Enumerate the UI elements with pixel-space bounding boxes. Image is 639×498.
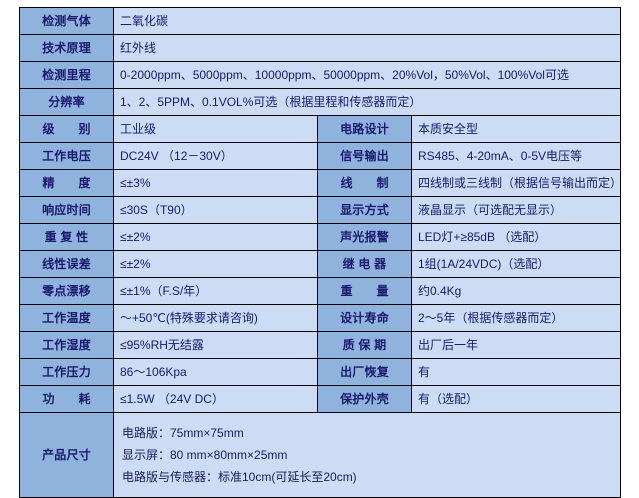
table-row: 工作湿度 ≤95%RH无结露 质 保 期 出厂后一年	[19, 331, 622, 359]
row-value-technical-principle: 红外线	[112, 34, 622, 62]
table-row: 工作压力 86～106Kpa 出厂恢复 有	[19, 358, 622, 386]
row-label-weight: 重 量	[317, 277, 412, 305]
row-value-zero-drift: ≤±1%（F.S/年）	[113, 277, 318, 305]
row-label-power-consumption: 功 耗	[19, 385, 114, 413]
row-label-audible-visual-alarm: 声光报警	[317, 223, 412, 251]
row-label-accuracy: 精 度	[19, 169, 114, 197]
row-label-technical-principle: 技术原理	[19, 34, 114, 62]
table-row: 级 别 工业级 电路设计 本质安全型	[19, 115, 622, 143]
row-label-resolution: 分辨率	[19, 88, 114, 116]
row-label-grade: 级 别	[19, 115, 114, 143]
row-value-relay: 1组(1A/24VDC)（选配）	[410, 250, 622, 278]
row-value-display-mode: 液晶显示（可选配无显示）	[410, 196, 622, 224]
row-value-factory-reset: 有	[410, 358, 622, 386]
row-value-warranty-period: 出厂后一年	[410, 331, 622, 359]
row-label-working-temperature: 工作温度	[19, 304, 114, 332]
row-label-factory-reset: 出厂恢复	[317, 358, 412, 386]
row-value-linearity-error: ≤±2%	[113, 250, 318, 278]
table-row: 线性误差 ≤±2% 继 电 器 1组(1A/24VDC)（选配）	[19, 250, 622, 278]
row-value-audible-visual-alarm: LED灯+≥85dB （选配）	[410, 223, 622, 251]
row-label-detection-range: 检测里程	[19, 61, 114, 89]
row-value-accuracy: ≤±3%	[113, 169, 318, 197]
row-label-signal-output: 信号输出	[317, 142, 412, 170]
product-size-line-display: 显示屏：80 mm×80mm×25mm	[122, 448, 288, 462]
row-value-design-life: 2～5年（根据传感器而定）	[410, 304, 622, 332]
table-row: 检测里程 0-2000ppm、5000ppm、10000ppm、50000ppm…	[19, 61, 622, 89]
spec-table-body: 检测气体 二氧化碳 技术原理 红外线 检测里程 0-2000ppm、5000pp…	[19, 7, 622, 498]
row-value-product-size: 电路版：75mm×75mm 显示屏：80 mm×80mm×25mm 电路版与传感…	[112, 412, 622, 498]
row-label-working-humidity: 工作湿度	[19, 331, 114, 359]
row-label-working-voltage: 工作电压	[19, 142, 114, 170]
table-row: 响应时间 ≤30S（T90） 显示方式 液晶显示（可选配无显示）	[19, 196, 622, 224]
row-label-warranty-period: 质 保 期	[317, 331, 412, 359]
table-row: 工作温度 ～+50℃(特殊要求请咨询) 设计寿命 2～5年（根据传感器而定）	[19, 304, 622, 332]
product-size-line-cable: 电路版与传感器：标准10cm(可延长至20cm)	[122, 470, 357, 484]
row-value-working-humidity: ≤95%RH无结露	[113, 331, 318, 359]
row-label-circuit-design: 电路设计	[317, 115, 412, 143]
row-value-grade: 工业级	[113, 115, 318, 143]
table-row: 精 度 ≤±3% 线 制 四线制或三线制（根据信号输出而定）	[19, 169, 622, 197]
row-label-display-mode: 显示方式	[317, 196, 412, 224]
product-size-line-board: 电路版：75mm×75mm	[122, 426, 244, 440]
table-row: 功 耗 ≤1.5W （24V DC） 保护外壳 有（选配）	[19, 385, 622, 413]
row-value-weight: 约0.4Kg	[410, 277, 622, 305]
row-value-circuit-design: 本质安全型	[410, 115, 622, 143]
row-label-zero-drift: 零点漂移	[19, 277, 114, 305]
table-row: 分辨率 1、2、5PPM、0.1VOL%可选（根据里程和传感器而定）	[19, 88, 622, 116]
table-row: 检测气体 二氧化碳	[19, 7, 622, 35]
table-row: 零点漂移 ≤±1%（F.S/年） 重 量 约0.4Kg	[19, 277, 622, 305]
product-specification-table: 检测气体 二氧化碳 技术原理 红外线 检测里程 0-2000ppm、5000pp…	[19, 7, 622, 498]
row-label-response-time: 响应时间	[19, 196, 114, 224]
row-value-repeatability: ≤±2%	[113, 223, 318, 251]
row-value-working-voltage: DC24V （12－30V）	[113, 142, 318, 170]
row-label-repeatability: 重 复 性	[19, 223, 114, 251]
row-value-response-time: ≤30S（T90）	[113, 196, 318, 224]
row-value-resolution: 1、2、5PPM、0.1VOL%可选（根据里程和传感器而定）	[112, 88, 622, 116]
row-label-protective-housing: 保护外壳	[317, 385, 412, 413]
row-label-relay: 继 电 器	[317, 250, 412, 278]
row-value-gas-type: 二氧化碳	[112, 7, 622, 35]
table-row: 技术原理 红外线	[19, 34, 622, 62]
row-label-gas-type: 检测气体	[19, 7, 114, 35]
row-label-product-size: 产品尺寸	[19, 412, 114, 498]
row-value-power-consumption: ≤1.5W （24V DC）	[113, 385, 318, 413]
row-label-linearity-error: 线性误差	[19, 250, 114, 278]
table-row: 工作电压 DC24V （12－30V） 信号输出 RS485、4-20mA、0-…	[19, 142, 622, 170]
table-row: 重 复 性 ≤±2% 声光报警 LED灯+≥85dB （选配）	[19, 223, 622, 251]
row-value-signal-output: RS485、4-20mA、0-5V电压等	[410, 142, 622, 170]
row-label-working-pressure: 工作压力	[19, 358, 114, 386]
row-value-protective-housing: 有（选配）	[410, 385, 622, 413]
row-value-working-pressure: 86～106Kpa	[113, 358, 318, 386]
row-value-detection-range: 0-2000ppm、5000ppm、10000ppm、50000ppm、20%V…	[112, 61, 622, 89]
row-label-wiring: 线 制	[317, 169, 412, 197]
row-label-design-life: 设计寿命	[317, 304, 412, 332]
table-row-product-size: 产品尺寸 电路版：75mm×75mm 显示屏：80 mm×80mm×25mm 电…	[19, 412, 622, 498]
row-value-wiring: 四线制或三线制（根据信号输出而定）	[410, 169, 622, 197]
row-value-working-temperature: ～+50℃(特殊要求请咨询)	[113, 304, 318, 332]
spec-table-container: 检测气体 二氧化碳 技术原理 红外线 检测里程 0-2000ppm、5000pp…	[19, 7, 622, 498]
